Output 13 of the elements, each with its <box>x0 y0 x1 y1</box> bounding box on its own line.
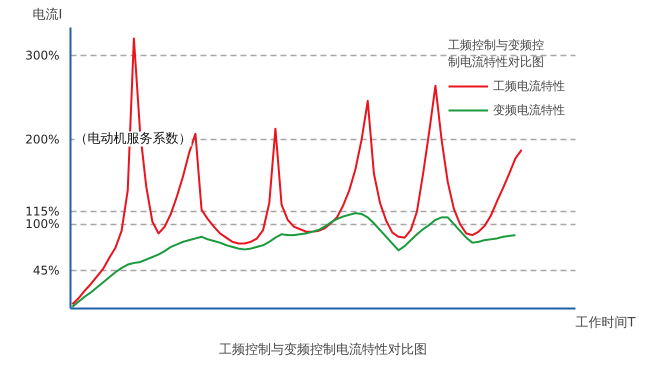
line-series <box>71 212 516 308</box>
legend-label: 工频电流特性 <box>493 78 565 94</box>
x-axis-title: 工作时间T <box>576 316 636 330</box>
legend-title: 工频控制与变频控制电流特性对比图 <box>448 37 545 71</box>
y-tick-label: 300% <box>25 48 60 62</box>
y-tick-label: 100% <box>25 217 60 232</box>
annotation: （电动机服务系数） <box>74 132 192 146</box>
text: 工频控制与变频控制电流特性对比图 <box>219 342 427 358</box>
y-tick-label: 200% <box>25 132 60 147</box>
legend-label: 变频电流特性 <box>493 102 565 118</box>
y-tick-label: 45% <box>32 264 60 278</box>
y-axis-title: 电流I <box>32 6 62 22</box>
y-tick-label: 115% <box>25 204 60 218</box>
